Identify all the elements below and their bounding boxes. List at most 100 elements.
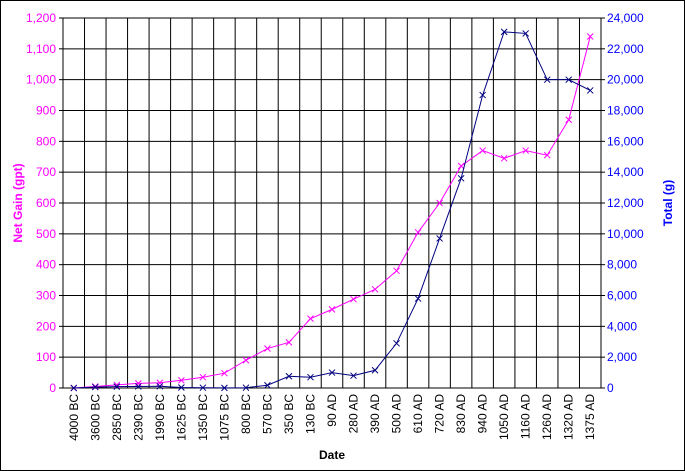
x-tick-label: 3600 BC: [88, 394, 102, 441]
x-tick-label: 830 AD: [454, 394, 468, 434]
data-point: [328, 369, 336, 376]
series-layer: [70, 28, 594, 392]
data-point: [543, 76, 551, 84]
right-tick-label: 10,000: [607, 227, 644, 241]
right-tick-label: 20,000: [607, 73, 644, 87]
data-point: [350, 372, 357, 380]
left-tick-label: 300: [36, 289, 56, 303]
x-tick-label: 350 BC: [282, 394, 296, 434]
right-tick-label: 0: [607, 381, 614, 395]
data-point: [414, 295, 422, 302]
data-point: [199, 384, 207, 392]
data-point: [414, 228, 422, 236]
right-tick-label: 22,000: [607, 42, 644, 56]
x-tick-label: 390 AD: [368, 394, 382, 434]
right-axis-title: Total (g): [661, 180, 675, 226]
left-tick-label: 100: [36, 350, 56, 364]
data-point: [500, 28, 508, 36]
x-tick-label: 90 AD: [325, 394, 339, 427]
data-point: [221, 384, 228, 392]
x-tick-label: 1260 AD: [540, 394, 554, 440]
left-tick-label: 1,000: [26, 73, 56, 87]
data-point: [565, 76, 573, 84]
left-axis: 0 100 200 300 400 500 600 700 800 900 1,000 1,100 1,…: [26, 11, 63, 395]
data-point: [242, 384, 250, 392]
right-tick-label: 4,000: [607, 319, 637, 333]
data-point: [113, 383, 121, 390]
x-axis: 4000 BC 3600 BC 2850 BC 2390 BC 1990 BC 1625 …: [67, 394, 597, 441]
series-line: [73, 31, 591, 389]
data-point: [242, 356, 250, 364]
data-point: [91, 383, 99, 391]
left-tick-label: 800: [36, 134, 56, 148]
data-point: [457, 162, 465, 170]
data-point: [500, 154, 508, 162]
right-tick-label: 8,000: [607, 258, 637, 272]
left-axis-title: Net Gain (gpt): [11, 163, 25, 242]
data-point: [393, 267, 400, 275]
left-tick-label: 1,100: [26, 42, 56, 56]
data-point: [522, 30, 530, 37]
right-tick-label: 12,000: [607, 196, 644, 210]
left-tick-label: 0: [49, 381, 56, 395]
gridlines: [62, 17, 602, 389]
data-point: [479, 91, 486, 99]
right-tick-label: 2,000: [607, 350, 637, 364]
x-tick-label: 1625 BC: [174, 394, 188, 441]
left-tick-label: 500: [36, 227, 56, 241]
data-point: [543, 151, 551, 159]
x-tick-label: 2850 BC: [110, 394, 124, 441]
x-tick-label: 800 BC: [239, 394, 253, 434]
data-point: [307, 315, 314, 322]
data-point: [264, 381, 271, 389]
left-tick-label: 900: [36, 104, 56, 118]
data-point: [178, 384, 185, 391]
x-tick-label: 1375 AD: [583, 394, 597, 440]
x-tick-label: 570 BC: [260, 394, 274, 434]
left-tick-label: 400: [36, 258, 56, 272]
data-point: [307, 373, 314, 381]
x-tick-label: 720 AD: [433, 394, 447, 434]
data-point: [586, 33, 594, 40]
data-point: [199, 373, 207, 381]
data-point: [565, 116, 573, 124]
data-point: [285, 339, 293, 346]
left-tick-label: 1,200: [26, 11, 56, 25]
right-tick-label: 16,000: [607, 134, 644, 148]
x-tick-label: 500 AD: [390, 394, 404, 434]
data-point: [156, 382, 164, 390]
data-point: [371, 285, 379, 293]
x-tick-label: 1990 BC: [153, 394, 167, 441]
data-point: [436, 235, 443, 242]
left-tick-label: 700: [36, 165, 56, 179]
x-tick-label: 4000 BC: [67, 394, 81, 441]
x-tick-label: 1075 BC: [217, 394, 231, 441]
x-tick-label: 1320 AD: [562, 394, 576, 440]
x-tick-label: 130 BC: [303, 394, 317, 434]
data-point: [522, 147, 530, 154]
data-point: [457, 174, 465, 182]
data-point: [436, 199, 443, 207]
x-tick-label: 2390 BC: [131, 394, 145, 441]
left-tick-label: 600: [36, 196, 56, 210]
right-tick-label: 14,000: [607, 165, 644, 179]
data-point: [285, 372, 293, 380]
right-tick-label: 18,000: [607, 104, 644, 118]
data-point: [134, 380, 142, 387]
data-point: [221, 369, 228, 377]
x-tick-label: 280 AD: [347, 394, 361, 434]
x-tick-label: 1050 AD: [497, 394, 511, 440]
left-tick-label: 200: [36, 319, 56, 333]
data-point: [70, 384, 78, 392]
data-point: [134, 383, 142, 390]
x-tick-label: 610 AD: [411, 394, 425, 434]
series-line: [73, 36, 591, 389]
x-tick-label: 1350 BC: [196, 394, 210, 441]
total-series: [70, 28, 594, 392]
right-tick-label: 24,000: [607, 11, 644, 25]
data-point: [371, 366, 379, 374]
x-tick-label: 940 AD: [476, 394, 490, 434]
data-point: [479, 147, 486, 154]
